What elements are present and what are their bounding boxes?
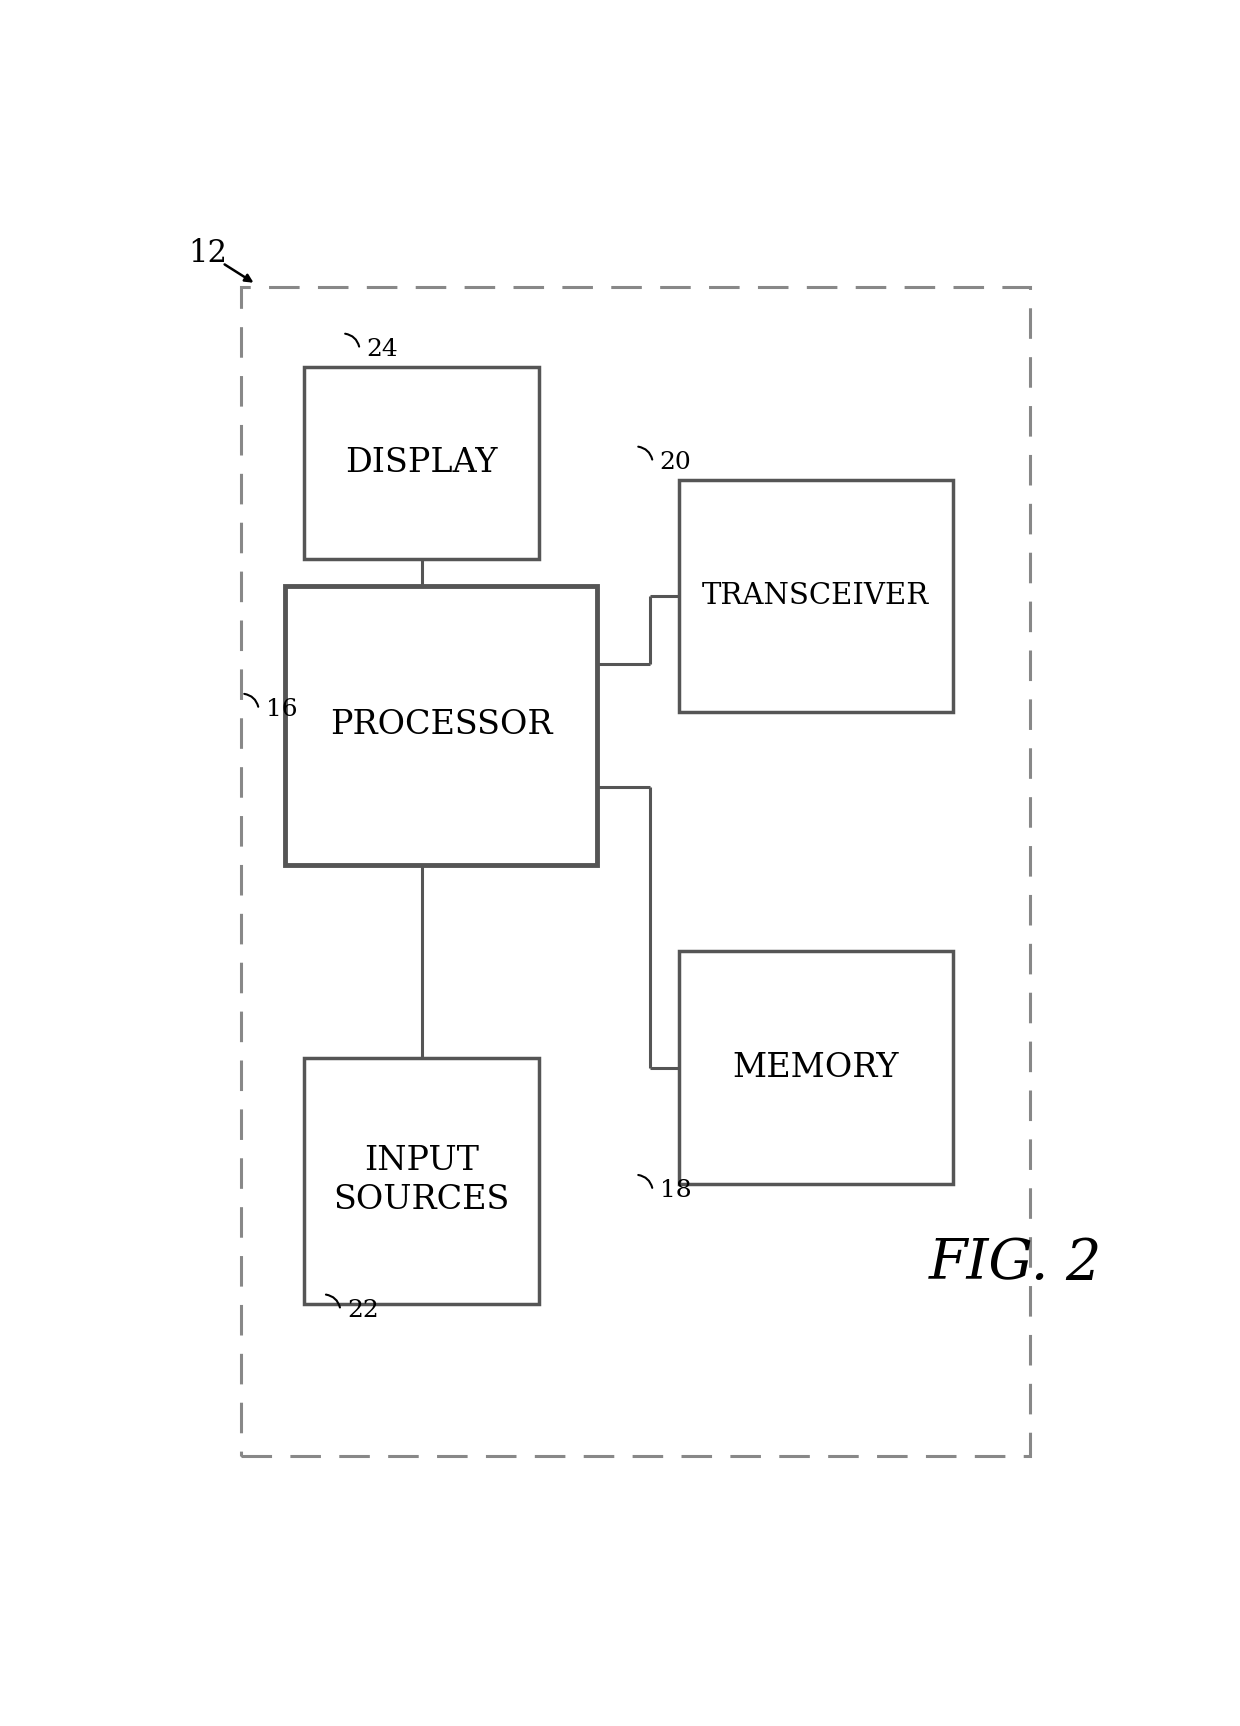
Bar [285, 585, 596, 865]
Text: FIG. 2: FIG. 2 [929, 1236, 1101, 1291]
Text: 16: 16 [265, 697, 298, 721]
Bar [242, 287, 1029, 1457]
Bar [304, 1058, 539, 1303]
Bar [678, 480, 952, 713]
Text: 22: 22 [347, 1298, 379, 1322]
Text: MEMORY: MEMORY [733, 1051, 899, 1084]
Text: TRANSCEIVER: TRANSCEIVER [702, 582, 929, 609]
Text: 24: 24 [367, 338, 398, 361]
Text: 20: 20 [660, 450, 691, 475]
Bar [304, 366, 539, 559]
Text: INPUT
SOURCES: INPUT SOURCES [334, 1144, 510, 1217]
Text: 18: 18 [660, 1179, 691, 1201]
Bar [678, 951, 952, 1184]
Text: DISPLAY: DISPLAY [346, 447, 498, 478]
Text: 12: 12 [188, 238, 227, 269]
Text: PROCESSOR: PROCESSOR [330, 709, 552, 742]
